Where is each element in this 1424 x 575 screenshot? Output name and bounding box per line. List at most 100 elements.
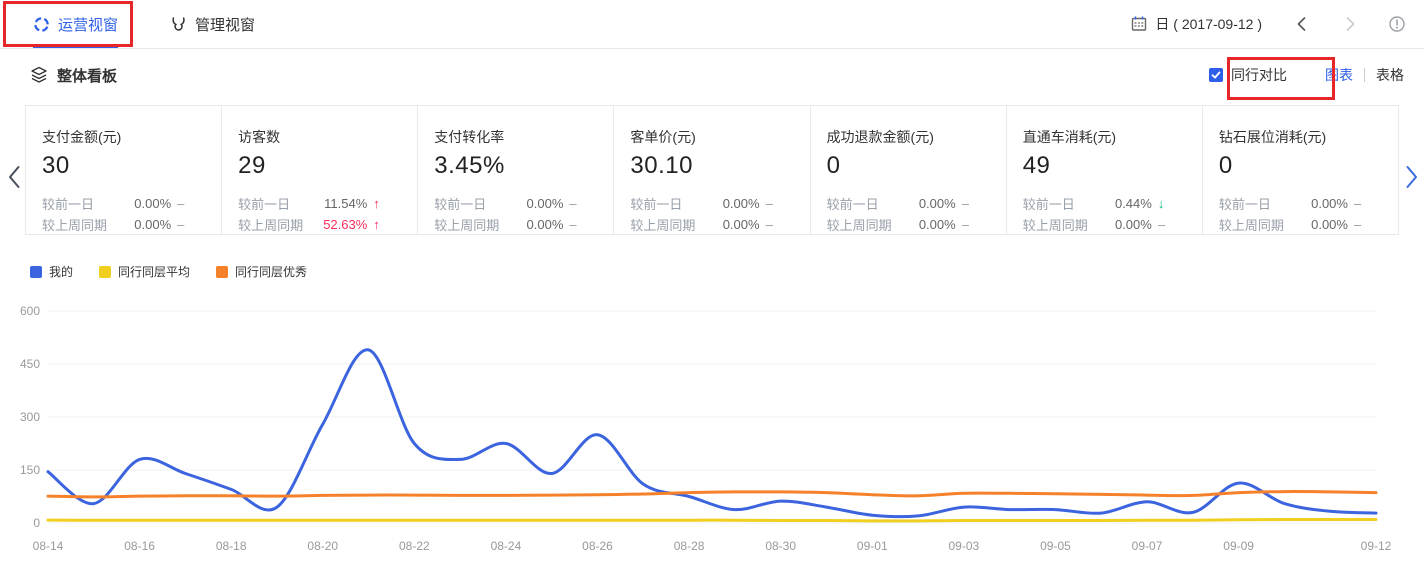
kpi-card-rows: 较前一日 0.00% – 较上周同期 0.00% – (1219, 193, 1384, 234)
kpi-card[interactable]: 钻石展位消耗(元) 0 较前一日 0.00% – 较上周同期 0.00% – (1201, 106, 1398, 234)
peer-compare-label[interactable]: 同行对比 (1231, 67, 1287, 83)
kpi-card[interactable]: 客单价(元) 30.10 较前一日 0.00% – 较上周同期 0.00% – (613, 106, 809, 234)
top-tab-bar: 运营视窗 管理视窗 日 ( 2017-09-12 ) (0, 0, 1424, 49)
kpi-card[interactable]: 支付转化率 3.45% 较前一日 0.00% – 较上周同期 0.00% – (417, 106, 613, 234)
tab-management-view[interactable]: 管理视窗 (170, 0, 255, 48)
kpi-compare-row: 较前一日 0.00% – (630, 193, 795, 214)
y-axis-tick-label: 450 (20, 357, 40, 371)
compare-row-value: 11.54% (324, 196, 368, 211)
kpi-card-rows: 较前一日 0.44% ↓ 较上周同期 0.00% – (1023, 193, 1188, 234)
flat-dash-icon: – (569, 196, 577, 211)
flat-dash-icon: – (1353, 196, 1362, 211)
y-axis-tick-label: 150 (20, 463, 40, 477)
compare-row-value: 0.00% (722, 196, 760, 211)
up-arrow-icon: ↑ (373, 196, 380, 211)
series-line-我的 (46, 348, 1378, 519)
date-selector-label[interactable]: 日 ( 2017-09-12 ) (1155, 16, 1262, 32)
flat-dash-icon: – (177, 217, 185, 232)
tab-label-management: 管理视窗 (195, 16, 256, 34)
kpi-card-title: 访客数 (238, 129, 281, 145)
compare-row-label: 较上周同期 (42, 218, 108, 233)
flat-dash-icon: – (1157, 217, 1166, 232)
kpi-compare-row: 较前一日 0.00% – (42, 193, 207, 214)
kpi-card-rows: 较前一日 0.00% – 较上周同期 0.00% – (630, 193, 795, 234)
operations-view-icon (34, 16, 49, 32)
compare-row-value: 0.00% (918, 217, 956, 232)
kpi-compare-row: 较上周同期 0.00% – (630, 214, 795, 234)
compare-row-label: 较上周同期 (1218, 218, 1284, 233)
tab-group: 运营视窗 管理视窗 (0, 0, 255, 48)
chart-legend: 我的 同行同层平均 同行同层优秀 (30, 263, 307, 280)
compare-row-label: 较前一日 (630, 197, 683, 212)
kpi-card-title: 支付金额(元) (42, 129, 122, 145)
compare-row-value: 0.00% (526, 196, 564, 211)
kpi-card[interactable]: 支付金额(元) 30 较前一日 0.00% – 较上周同期 0.00% – (26, 106, 221, 234)
flat-dash-icon: – (177, 196, 185, 211)
prev-date-arrow-icon[interactable] (1294, 15, 1310, 33)
compare-row-label: 较前一日 (434, 197, 487, 212)
kpi-card-rows: 较前一日 0.00% – 较上周同期 0.00% – (42, 193, 207, 234)
kpi-compare-row: 较前一日 11.54% ↑ (238, 193, 403, 214)
layers-icon (31, 66, 47, 83)
compare-row-label: 较上周同期 (238, 218, 304, 233)
kpi-compare-row: 较上周同期 52.63% ↑ (238, 214, 403, 234)
compare-row-value: 0.00% (722, 217, 760, 232)
x-axis-tick-label: 08-26 (582, 539, 613, 553)
chart-view-toggle[interactable]: 图表 (1325, 67, 1353, 83)
table-view-toggle[interactable]: 表格 (1376, 67, 1404, 83)
info-icon[interactable] (1388, 15, 1406, 33)
kpi-card-title: 直通车消耗(元) (1022, 129, 1117, 145)
flat-dash-icon: – (1353, 217, 1362, 232)
compare-row-label: 较前一日 (1022, 197, 1075, 212)
x-axis-tick-label: 09-07 (1132, 539, 1163, 553)
compare-row-label: 较前一日 (826, 197, 879, 212)
legend-swatch (30, 265, 42, 278)
section-bar: 整体看板 同行对比 图表 表格 (0, 49, 1424, 101)
checkmark-icon (1211, 71, 1221, 79)
kpi-card-title: 客单价(元) (630, 129, 696, 145)
legend-label: 我的 (49, 265, 74, 279)
cards-scroll-left-arrow[interactable] (5, 163, 25, 191)
compare-row-value: 52.63% (323, 217, 368, 232)
next-date-arrow-icon[interactable] (1342, 15, 1358, 33)
x-axis-tick-label: 09-09 (1223, 539, 1254, 553)
legend-item[interactable]: 我的 (30, 263, 73, 280)
kpi-card-value: 3.45% (434, 152, 505, 179)
legend-item[interactable]: 同行同层优秀 (216, 263, 307, 280)
kpi-compare-row: 较上周同期 0.00% – (42, 214, 207, 234)
peer-compare-checkbox[interactable] (1209, 68, 1223, 82)
x-axis-tick-label: 09-12 (1361, 539, 1392, 553)
flat-dash-icon: – (765, 217, 773, 232)
kpi-card-value: 0 (1218, 152, 1233, 179)
x-axis-tick-label: 08-22 (399, 539, 430, 553)
kpi-compare-row: 较上周同期 0.00% – (827, 214, 992, 234)
series-line-同行同层优秀 (46, 490, 1378, 499)
legend-label: 同行同层优秀 (235, 265, 308, 279)
tab-label-operations: 运营视窗 (58, 16, 119, 34)
series-line-同行同层平均 (46, 517, 1378, 523)
kpi-card[interactable]: 直通车消耗(元) 49 较前一日 0.44% ↓ 较上周同期 0.00% – (1005, 106, 1202, 234)
compare-row-label: 较前一日 (238, 197, 291, 212)
kpi-card[interactable]: 成功退款金额(元) 0 较前一日 0.00% – 较上周同期 0.00% – (809, 106, 1006, 234)
y-axis-tick-label: 0 (33, 516, 40, 530)
x-axis-tick-label: 08-30 (765, 539, 796, 553)
tab-operations-view[interactable]: 运营视窗 (33, 0, 119, 48)
y-axis-tick-label: 300 (20, 410, 40, 424)
kpi-compare-row: 较上周同期 0.00% – (1023, 214, 1188, 234)
flat-dash-icon: – (765, 196, 773, 211)
compare-row-value: 0.00% (1311, 217, 1348, 232)
cards-scroll-right-arrow[interactable] (1401, 163, 1421, 191)
kpi-card-title: 支付转化率 (434, 129, 505, 145)
legend-item[interactable]: 同行同层平均 (99, 263, 190, 280)
kpi-compare-row: 较前一日 0.00% – (434, 193, 599, 214)
kpi-card[interactable]: 访客数 29 较前一日 11.54% ↑ 较上周同期 52.63% ↑ (221, 106, 417, 234)
calendar-icon[interactable] (1130, 15, 1148, 33)
compare-row-value: 0.00% (918, 196, 956, 211)
compare-row-value: 0.00% (526, 217, 564, 232)
kpi-card-rows: 较前一日 11.54% ↑ 较上周同期 52.63% ↑ (238, 193, 403, 234)
kpi-card-rows: 较前一日 0.00% – 较上周同期 0.00% – (827, 193, 992, 234)
x-axis-tick-label: 09-01 (857, 539, 888, 553)
x-axis-tick-label: 08-14 (33, 539, 64, 553)
trend-chart: 0 150 300 450 600 08-14 08-16 08-18 08-20 08-22 08… (20, 304, 1392, 553)
view-toggle-divider (1364, 68, 1365, 82)
